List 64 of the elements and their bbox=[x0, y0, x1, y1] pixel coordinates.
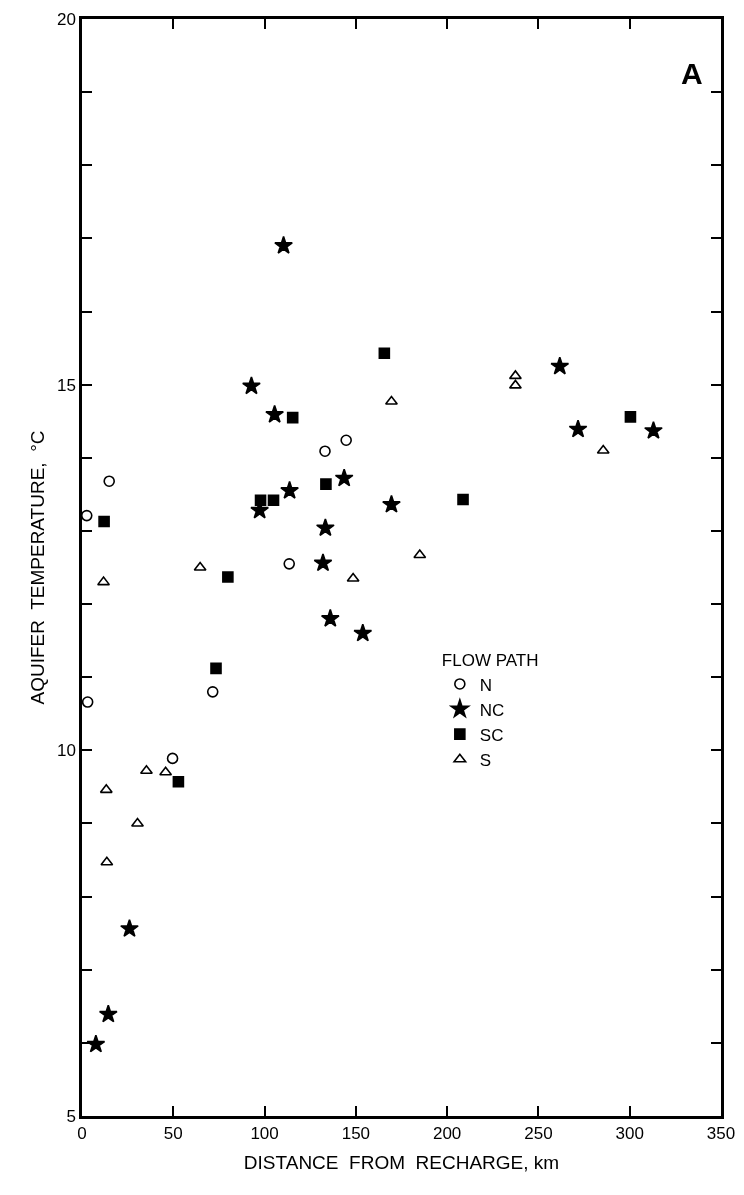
point bbox=[241, 376, 261, 395]
point bbox=[222, 571, 234, 583]
x-tick-label: 200 bbox=[432, 1124, 462, 1144]
y-tick-label: 20 bbox=[56, 9, 76, 29]
point bbox=[172, 775, 185, 788]
point bbox=[166, 752, 179, 765]
point bbox=[568, 419, 588, 438]
point bbox=[346, 572, 360, 582]
point bbox=[286, 411, 299, 424]
x-tick-label: 150 bbox=[341, 1124, 371, 1144]
legend-label: SC bbox=[479, 725, 504, 745]
point bbox=[82, 509, 93, 522]
point bbox=[267, 494, 280, 507]
point bbox=[313, 553, 333, 572]
legend-title: FLOW PATH bbox=[441, 651, 539, 671]
legend-label: N bbox=[479, 675, 493, 695]
point bbox=[98, 515, 110, 528]
point bbox=[265, 404, 285, 423]
point bbox=[283, 558, 296, 570]
point bbox=[274, 235, 294, 254]
point bbox=[457, 493, 469, 506]
legend-label: NC bbox=[479, 700, 505, 720]
point bbox=[378, 347, 391, 360]
point bbox=[413, 549, 427, 559]
point bbox=[193, 561, 207, 571]
legend-label: S bbox=[479, 750, 492, 770]
point bbox=[508, 370, 522, 380]
point bbox=[596, 444, 610, 454]
point bbox=[319, 445, 331, 458]
point bbox=[82, 696, 94, 708]
point bbox=[334, 468, 354, 487]
point bbox=[353, 623, 373, 642]
x-tick-label: 100 bbox=[250, 1124, 279, 1144]
y-tick-label: 15 bbox=[56, 375, 76, 395]
x-tick-label: 50 bbox=[163, 1124, 183, 1144]
point bbox=[206, 686, 219, 698]
x-axis-title: DISTANCE FROM RECHARGE, km bbox=[243, 1151, 560, 1173]
point bbox=[98, 1004, 118, 1023]
point bbox=[382, 494, 401, 513]
x-tick-label: 0 bbox=[77, 1124, 87, 1144]
y-tick-label: 10 bbox=[56, 741, 76, 761]
point bbox=[624, 411, 637, 423]
annotation: A bbox=[681, 57, 703, 90]
x-tick-label: 350 bbox=[706, 1124, 736, 1144]
point bbox=[99, 784, 113, 794]
point bbox=[315, 518, 335, 537]
point bbox=[508, 379, 522, 389]
point bbox=[120, 918, 139, 937]
point bbox=[644, 420, 663, 439]
point bbox=[254, 494, 267, 507]
x-tick-label: 250 bbox=[524, 1124, 553, 1144]
point bbox=[340, 434, 352, 447]
point bbox=[210, 662, 222, 675]
point bbox=[100, 856, 114, 866]
y-tick-label: 5 bbox=[66, 1106, 76, 1126]
point bbox=[320, 478, 332, 490]
point bbox=[550, 356, 570, 375]
point bbox=[320, 608, 340, 627]
point bbox=[86, 1034, 106, 1053]
point bbox=[280, 480, 300, 499]
y-axis-title: AQUIFER TEMPERATURE, °C bbox=[26, 430, 48, 705]
point bbox=[159, 766, 173, 776]
x-tick-label: 300 bbox=[615, 1124, 644, 1144]
point bbox=[103, 475, 115, 487]
